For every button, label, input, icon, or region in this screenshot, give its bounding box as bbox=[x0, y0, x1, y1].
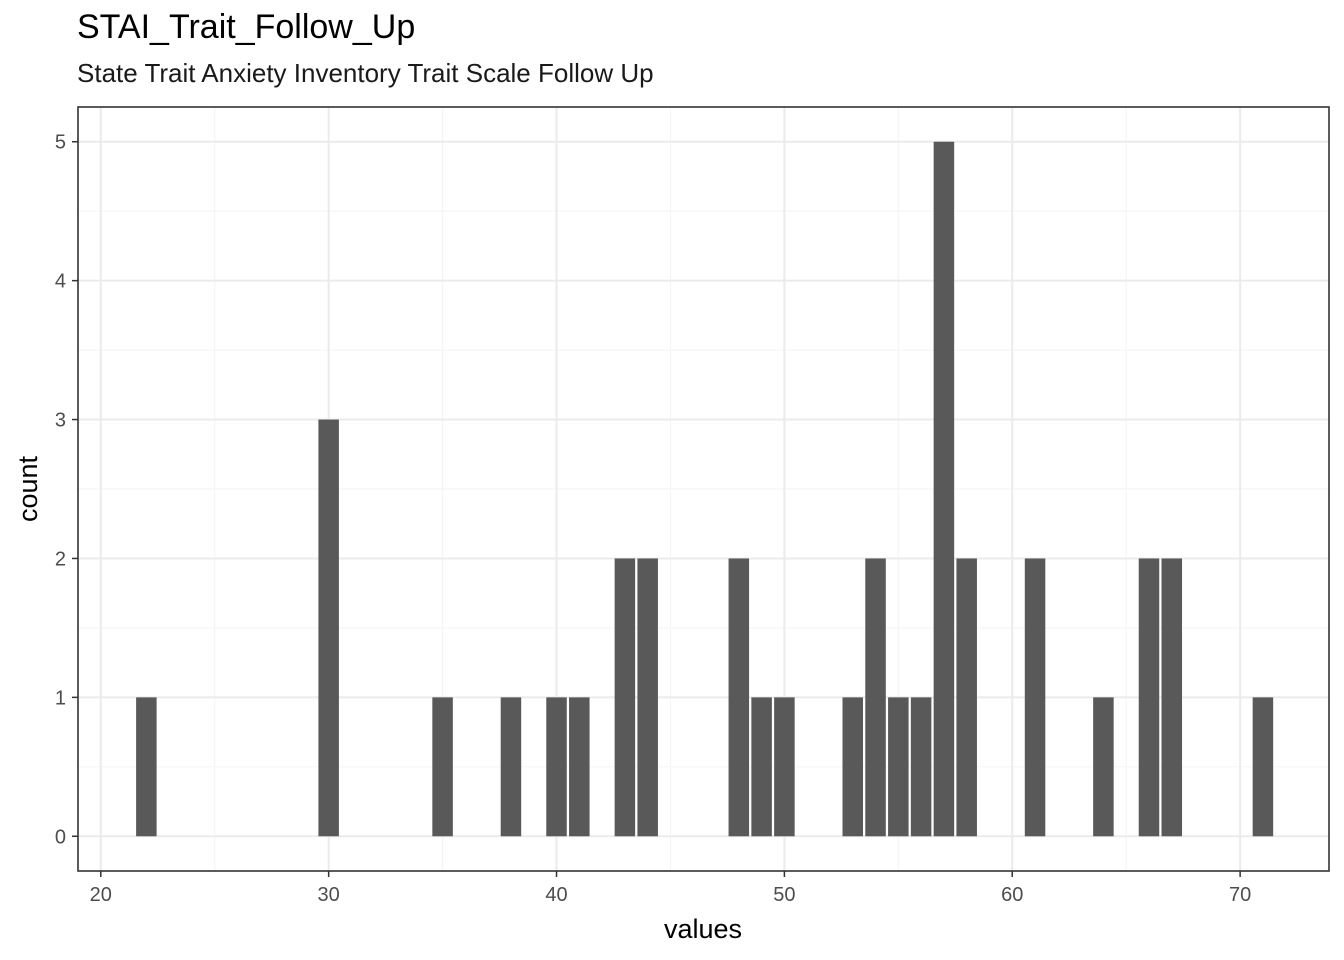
histogram-bar bbox=[774, 697, 795, 837]
histogram-bar bbox=[1252, 697, 1274, 837]
histogram-bar bbox=[1138, 558, 1160, 837]
histogram-bar bbox=[842, 697, 864, 837]
x-tick-label: 30 bbox=[318, 884, 340, 906]
y-tick-label: 4 bbox=[55, 271, 66, 293]
y-tick-label: 1 bbox=[55, 687, 66, 709]
x-axis-title: values bbox=[664, 914, 742, 944]
panel-border bbox=[77, 106, 1330, 872]
histogram-bar bbox=[637, 558, 658, 837]
x-tick-label: 20 bbox=[90, 884, 112, 906]
histogram-bar bbox=[933, 141, 955, 837]
histogram-bar bbox=[614, 558, 636, 837]
histogram-bar bbox=[728, 558, 750, 837]
chart-title: STAI_Trait_Follow_Up bbox=[77, 8, 416, 46]
y-axis-title: count bbox=[13, 455, 43, 522]
y-tick-label: 3 bbox=[55, 410, 66, 432]
histogram-bar bbox=[136, 697, 157, 837]
x-tick-label: 70 bbox=[1229, 884, 1251, 906]
histogram-bar bbox=[865, 558, 886, 837]
histogram-bar bbox=[432, 697, 453, 837]
histogram-bar bbox=[1024, 558, 1046, 837]
histogram-bar bbox=[500, 697, 522, 837]
y-tick-label: 5 bbox=[55, 132, 66, 154]
histogram-bar bbox=[910, 697, 932, 837]
axes: 20 30 40 50 60 70 0 1 2 3 4 5 bbox=[55, 132, 1251, 906]
chart-subtitle: State Trait Anxiety Inventory Trait Scal… bbox=[77, 58, 654, 88]
x-tick-label: 40 bbox=[545, 884, 567, 906]
y-tick-label: 2 bbox=[55, 548, 66, 570]
histogram-bar bbox=[751, 697, 772, 837]
histogram-bar bbox=[1161, 558, 1183, 837]
histogram-bar bbox=[956, 558, 977, 837]
histogram-bar bbox=[546, 697, 567, 837]
x-tick-label: 60 bbox=[1001, 884, 1023, 906]
histogram-bar bbox=[569, 697, 590, 837]
x-tick-label: 50 bbox=[773, 884, 795, 906]
histogram-bar bbox=[1093, 697, 1114, 837]
y-tick-label: 0 bbox=[55, 826, 66, 848]
histogram-bar bbox=[888, 697, 909, 837]
bars bbox=[136, 141, 1274, 837]
histogram-bar bbox=[318, 419, 339, 837]
